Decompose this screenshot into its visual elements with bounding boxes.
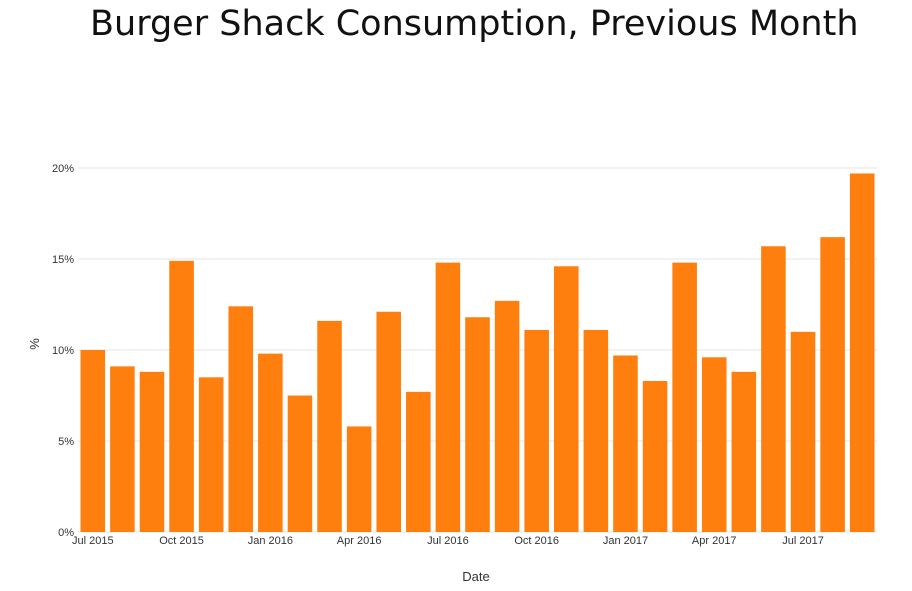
y-tick-label: 0% — [58, 527, 74, 539]
y-tick-label: 5% — [58, 436, 74, 448]
x-tick-label: Apr 2017 — [692, 535, 737, 547]
bar[interactable]: Jun 2016: 7.7% — [406, 391, 431, 532]
bar[interactable]: Jan 2017: 9.7% — [613, 355, 638, 532]
y-axis-title: % — [27, 338, 42, 350]
bar[interactable]: Feb 2017: 8.3% — [642, 380, 668, 532]
bars: Jul 2015: 10%Aug 2015: 9.1%Sep 2015: 8.8… — [80, 173, 875, 533]
bar[interactable]: Nov 2015: 8.5% — [198, 377, 224, 532]
bar[interactable]: May 2017: 8.8% — [731, 371, 757, 532]
bar[interactable]: Sep 2015: 8.8% — [139, 371, 165, 532]
bar[interactable]: Mar 2016: 11.6% — [317, 320, 342, 532]
x-tick-label: Oct 2016 — [514, 535, 559, 547]
y-axis-ticks: 0% 5% 10% 15% 20% — [52, 163, 74, 539]
bar[interactable]: Aug 2016: 11.8% — [465, 317, 490, 532]
bar[interactable]: Sep 2017: 19.7% — [849, 173, 875, 532]
bar[interactable]: Apr 2017: 9.6% — [701, 357, 727, 532]
x-tick-label: Apr 2016 — [337, 535, 382, 547]
x-tick-label: Oct 2015 — [159, 535, 204, 547]
y-tick-label: 10% — [52, 345, 74, 357]
bar[interactable]: Sep 2016: 12.7% — [494, 300, 520, 532]
chart-title: Burger Shack Consumption, Previous Month — [90, 4, 859, 44]
x-tick-label: Jul 2015 — [72, 535, 114, 547]
bar[interactable]: Jul 2016: 14.8% — [435, 262, 461, 532]
x-tick-label: Jul 2017 — [782, 535, 824, 547]
bar[interactable]: Jan 2016: 9.8% — [258, 353, 283, 532]
bar[interactable]: Aug 2017: 16.2% — [820, 237, 845, 532]
bar[interactable]: Apr 2016: 5.8% — [346, 426, 372, 532]
x-tick-label: Jul 2016 — [427, 535, 469, 547]
bar[interactable]: Feb 2016: 7.5% — [287, 395, 313, 533]
bar[interactable]: Dec 2016: 11.1% — [583, 329, 609, 532]
y-tick-label: 15% — [52, 254, 74, 266]
x-axis-title: Date — [462, 569, 489, 584]
x-axis-ticks: Jul 2015 Oct 2015 Jan 2016 Apr 2016 Jul 2016… — [72, 535, 824, 547]
bar[interactable]: Jul 2015: 10% — [80, 350, 106, 532]
bar[interactable]: Mar 2017: 14.8% — [672, 262, 697, 532]
bar[interactable]: Aug 2015: 9.1% — [110, 366, 135, 532]
bar[interactable]: Jun 2017: 15.7% — [761, 246, 786, 532]
x-tick-label: Jan 2017 — [603, 535, 648, 547]
bar[interactable]: Jul 2017: 11% — [790, 331, 816, 532]
y-tick-label: 20% — [52, 163, 74, 175]
bar[interactable]: Dec 2015: 12.4% — [228, 306, 254, 532]
bar[interactable]: Nov 2016: 14.6% — [553, 266, 579, 532]
x-tick-label: Jan 2016 — [248, 535, 293, 547]
bar[interactable]: Oct 2016: 11.1% — [524, 329, 549, 532]
bar[interactable]: Oct 2015: 14.9% — [169, 260, 194, 532]
bar[interactable]: May 2016: 12.1% — [376, 311, 402, 532]
